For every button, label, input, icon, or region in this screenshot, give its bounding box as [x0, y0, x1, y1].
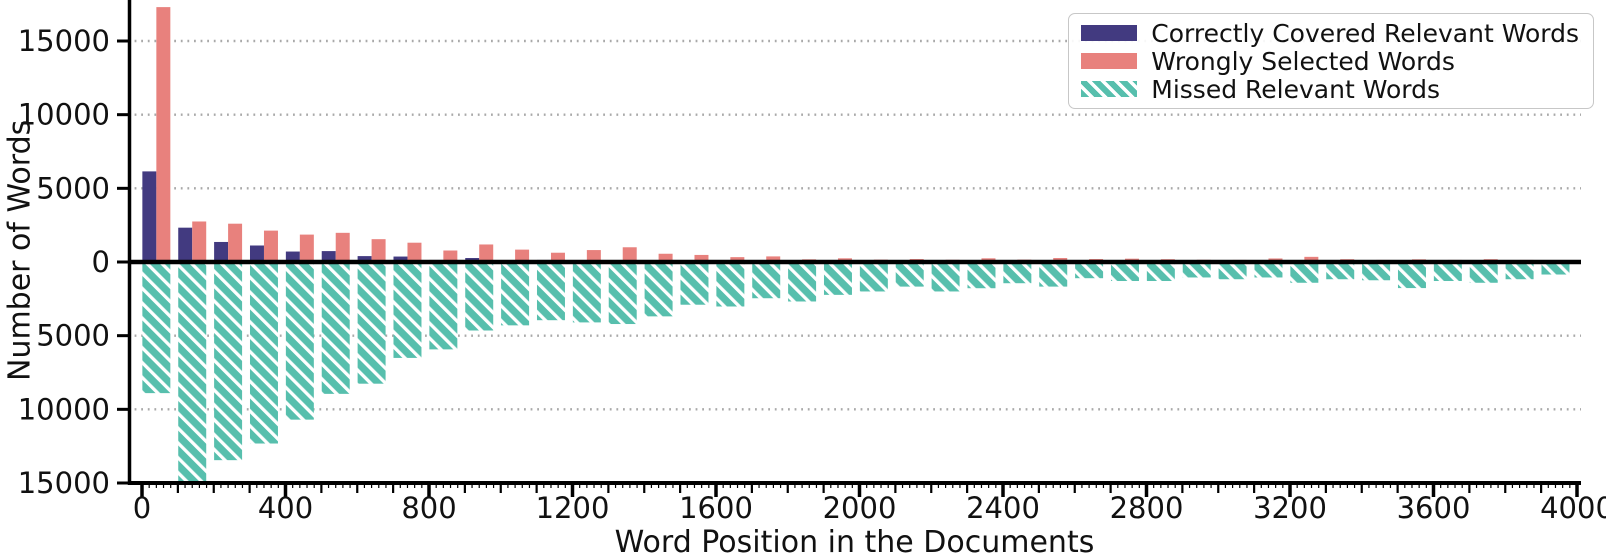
bar-missed — [967, 262, 996, 289]
bar-missed — [249, 262, 278, 444]
bar-missed — [752, 262, 781, 299]
bar-missed — [572, 262, 601, 323]
bar-missed — [536, 262, 565, 321]
bar-wrong — [263, 230, 278, 262]
legend: Correctly Covered Relevant Words Wrongly… — [1068, 13, 1594, 109]
bar-missed — [644, 262, 673, 317]
bar-missed — [1039, 262, 1068, 287]
legend-swatch-missed — [1081, 81, 1138, 97]
x-axis-title: Word Position in the Documents — [614, 525, 1095, 556]
x-tick-label: 0 — [133, 491, 151, 525]
bar-wrong — [479, 244, 494, 262]
x-tick-label: 2800 — [1110, 491, 1184, 525]
y-tick-label: 10000 — [18, 98, 110, 132]
x-tick-label: 3200 — [1253, 491, 1327, 525]
y-tick-label: 15000 — [18, 466, 110, 500]
bar-missed — [178, 262, 207, 483]
bar-missed — [501, 262, 530, 326]
bar-missed — [823, 262, 852, 295]
bar-missed — [1505, 262, 1534, 280]
bar-missed — [931, 262, 960, 292]
bar-wrong — [407, 242, 422, 262]
bar-missed — [788, 262, 817, 302]
bar-wrong — [335, 232, 350, 262]
legend-item: Missed Relevant Words — [1081, 74, 1579, 104]
bar-missed — [1218, 262, 1247, 280]
legend-label: Correctly Covered Relevant Words — [1151, 18, 1579, 48]
bar-missed — [1541, 262, 1570, 275]
bar-correct — [285, 251, 300, 262]
x-tick-label: 2400 — [966, 491, 1040, 525]
bar-missed — [1110, 262, 1139, 282]
bar-missed — [1290, 262, 1319, 283]
bar-correct — [357, 256, 372, 262]
bar-missed — [1146, 262, 1175, 282]
bar-missed — [285, 262, 314, 420]
y-axis-title: Number of Words — [2, 119, 38, 381]
legend-swatch-correct — [1081, 25, 1138, 41]
bar-wrong — [371, 239, 386, 262]
x-tick-label: 4000 — [1540, 491, 1606, 525]
y-tick-label: 10000 — [18, 392, 110, 426]
x-tick-label: 800 — [401, 491, 456, 525]
bar-wrong — [443, 250, 458, 262]
bar-missed — [1397, 262, 1426, 289]
legend-swatch-wrong — [1081, 53, 1138, 69]
bar-missed — [214, 262, 243, 461]
bar-missed — [142, 262, 171, 394]
bar-correct — [142, 171, 157, 262]
x-tick-label: 3600 — [1397, 491, 1471, 525]
bar-wrong — [1304, 256, 1319, 262]
bar-wrong — [622, 247, 637, 262]
bar-correct — [321, 251, 336, 262]
x-tick-label: 400 — [258, 491, 313, 525]
bar-missed — [1182, 262, 1211, 278]
bar-missed — [1326, 262, 1355, 280]
y-tick-label: 15000 — [18, 24, 110, 58]
bar-wrong — [550, 252, 565, 262]
bar-missed — [357, 262, 386, 384]
bar-missed — [1075, 262, 1104, 279]
legend-item: Wrongly Selected Words — [1081, 46, 1579, 76]
y-tick-label: 5000 — [36, 319, 110, 353]
bar-missed — [465, 262, 494, 331]
legend-label: Missed Relevant Words — [1151, 74, 1440, 104]
bar-missed — [1254, 262, 1283, 278]
legend-item: Correctly Covered Relevant Words — [1081, 18, 1579, 48]
bar-wrong — [299, 234, 314, 262]
bar-missed — [1469, 262, 1498, 283]
x-tick-label: 1200 — [536, 491, 610, 525]
bar-missed — [608, 262, 637, 325]
bar-missed — [1003, 262, 1032, 284]
bar-wrong — [156, 7, 171, 263]
bar-wrong — [766, 256, 781, 262]
legend-label: Wrongly Selected Words — [1151, 46, 1455, 76]
bar-missed — [1362, 262, 1391, 281]
bar-wrong — [192, 221, 207, 262]
y-tick-label: 0 — [92, 245, 110, 279]
bar-wrong — [658, 253, 673, 262]
bar-correct — [393, 256, 408, 262]
bar-missed — [429, 262, 458, 350]
bar-correct — [249, 245, 264, 262]
bar-correct — [178, 227, 193, 262]
bar-wrong — [730, 257, 745, 262]
bar-missed — [1433, 262, 1462, 282]
bar-wrong — [515, 249, 530, 262]
x-tick-label: 1600 — [679, 491, 753, 525]
bar-missed — [321, 262, 350, 394]
bar-wrong — [228, 223, 243, 262]
bar-missed — [393, 262, 422, 358]
bar-correct — [214, 241, 229, 262]
x-tick-label: 2000 — [823, 491, 897, 525]
bar-missed — [859, 262, 888, 292]
bar-missed — [895, 262, 924, 287]
bar-missed — [680, 262, 709, 305]
y-tick-label: 5000 — [36, 171, 110, 205]
bar-wrong — [586, 250, 601, 262]
bar-wrong — [694, 254, 709, 262]
bar-missed — [716, 262, 745, 307]
